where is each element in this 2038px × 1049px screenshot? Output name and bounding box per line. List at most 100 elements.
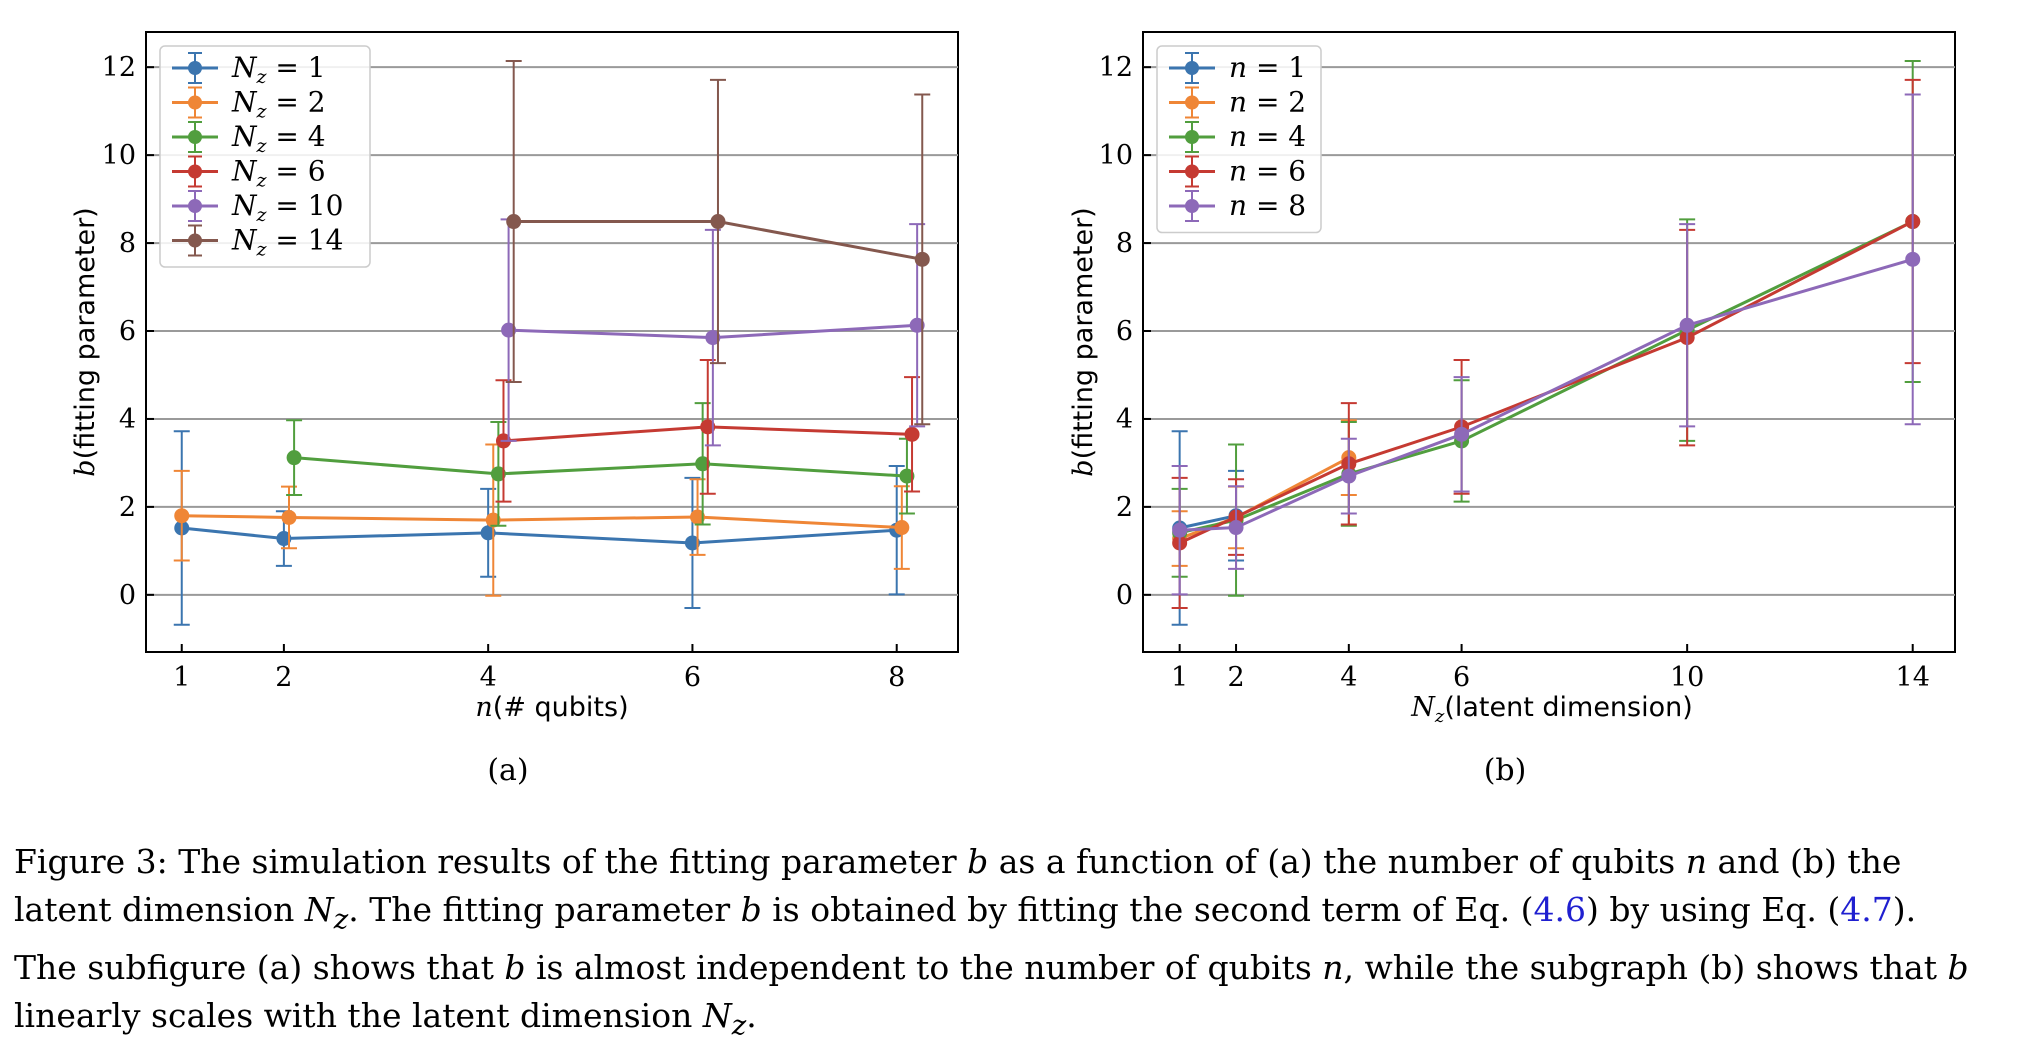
series-4 bbox=[495, 359, 921, 503]
legend-label: n = 2 bbox=[1229, 86, 1306, 119]
legend-entry: n = 8 bbox=[1169, 189, 1306, 222]
series-line bbox=[1179, 514, 1237, 530]
data-point bbox=[276, 531, 292, 547]
x-tick-label: 6 bbox=[1453, 662, 1470, 693]
legend-marker bbox=[188, 199, 202, 213]
legend-entry: Nz = 1 bbox=[172, 51, 326, 88]
legend-marker bbox=[188, 95, 202, 110]
data-point bbox=[914, 251, 930, 267]
data-point bbox=[695, 456, 711, 472]
data-point bbox=[904, 426, 920, 442]
data-point bbox=[286, 450, 302, 466]
legend-entry: Nz = 2 bbox=[172, 86, 326, 123]
series-2 bbox=[173, 443, 910, 597]
data-point bbox=[281, 509, 297, 525]
data-series bbox=[173, 60, 931, 626]
legend-marker bbox=[1185, 95, 1199, 110]
data-point bbox=[894, 520, 910, 536]
y-tick-label: 2 bbox=[119, 492, 136, 523]
legend-label: Nz = 4 bbox=[231, 120, 326, 157]
y-tick-label: 4 bbox=[119, 404, 136, 435]
legend-label: n = 1 bbox=[1229, 51, 1306, 84]
x-tick-label: 6 bbox=[684, 662, 701, 693]
legend-label: Nz = 1 bbox=[231, 51, 326, 88]
x-tick-label: 1 bbox=[173, 662, 190, 693]
legend-entry: n = 6 bbox=[1169, 155, 1306, 188]
y-tick-label: 2 bbox=[1116, 492, 1133, 523]
y-tick-label: 8 bbox=[1116, 228, 1133, 259]
legend-label: Nz = 14 bbox=[231, 224, 343, 261]
x-tick-label: 2 bbox=[275, 662, 292, 693]
data-point bbox=[174, 508, 190, 524]
series-line bbox=[293, 456, 908, 478]
x-axis-label: n(# qubits) bbox=[475, 692, 628, 723]
series-5 bbox=[1171, 93, 1921, 596]
legend-marker bbox=[188, 130, 202, 144]
plot-frame bbox=[145, 31, 959, 653]
legend-entry: Nz = 10 bbox=[172, 189, 343, 226]
data-point bbox=[1905, 251, 1921, 267]
x-axis-label: Nz(latent dimension) bbox=[1410, 692, 1693, 727]
x-tick-label: 4 bbox=[1340, 662, 1357, 693]
data-point bbox=[710, 214, 726, 230]
y-tick-label: 0 bbox=[119, 580, 136, 611]
y-axis-label: b(fitting parameter) bbox=[70, 207, 101, 476]
panel-label-a: (a) bbox=[487, 753, 528, 788]
y-tick-label: 0 bbox=[1116, 580, 1133, 611]
data-point bbox=[700, 419, 716, 435]
y-tick-label: 10 bbox=[102, 140, 136, 171]
legend-entry: Nz = 14 bbox=[172, 224, 343, 261]
data-point bbox=[1341, 468, 1357, 484]
legend-entry: Nz = 6 bbox=[172, 155, 326, 192]
y-tick-label: 8 bbox=[119, 228, 136, 259]
data-point bbox=[1679, 317, 1695, 333]
legend-marker bbox=[188, 61, 202, 75]
data-point bbox=[485, 512, 501, 528]
legend-entry: Nz = 4 bbox=[172, 120, 326, 157]
legend-marker bbox=[188, 233, 202, 248]
legend-label: n = 4 bbox=[1229, 120, 1306, 153]
legend-label: Nz = 2 bbox=[231, 86, 326, 123]
caption-line-1: Figure 3: The simulation results of the … bbox=[14, 842, 1902, 881]
equation-link[interactable]: 4.6 bbox=[1533, 890, 1586, 929]
data-series bbox=[1171, 60, 1921, 626]
y-tick-label: 4 bbox=[1116, 404, 1133, 435]
series-line bbox=[1179, 257, 1914, 532]
x-tick-label: 14 bbox=[1896, 662, 1930, 693]
panel-label-b: (b) bbox=[1484, 753, 1527, 788]
caption-line-2: latent dimension Nz. The fitting paramet… bbox=[14, 890, 1917, 936]
data-point bbox=[899, 468, 915, 484]
x-tick-label: 2 bbox=[1227, 662, 1244, 693]
data-point bbox=[490, 466, 506, 482]
series-6 bbox=[505, 60, 931, 426]
data-point bbox=[705, 330, 721, 346]
x-tick-label: 4 bbox=[480, 662, 497, 693]
legend-entry: n = 4 bbox=[1169, 120, 1306, 153]
legend-label: n = 8 bbox=[1229, 189, 1306, 222]
equation-link[interactable]: 4.7 bbox=[1840, 890, 1893, 929]
legend-marker bbox=[1185, 130, 1199, 144]
caption-line-4: linearly scales with the latent dimensio… bbox=[14, 995, 757, 1042]
data-point bbox=[506, 214, 522, 230]
data-point bbox=[684, 535, 700, 551]
legend-marker bbox=[1185, 199, 1199, 213]
x-tick-label: 10 bbox=[1670, 662, 1704, 693]
legend-marker bbox=[1185, 164, 1199, 179]
data-point bbox=[690, 509, 706, 525]
plot-frame bbox=[1142, 31, 1956, 653]
legend-marker bbox=[188, 164, 202, 179]
legend: n = 1n = 2n = 4n = 6n = 8 bbox=[1156, 45, 1322, 234]
legend-label: Nz = 6 bbox=[231, 155, 326, 192]
series-2 bbox=[1171, 419, 1357, 567]
x-tick-label: 1 bbox=[1171, 662, 1188, 693]
y-tick-label: 6 bbox=[1116, 316, 1133, 347]
data-point bbox=[480, 525, 496, 541]
legend-marker bbox=[1185, 61, 1199, 75]
series-line bbox=[1179, 220, 1914, 535]
series-5 bbox=[500, 218, 926, 447]
